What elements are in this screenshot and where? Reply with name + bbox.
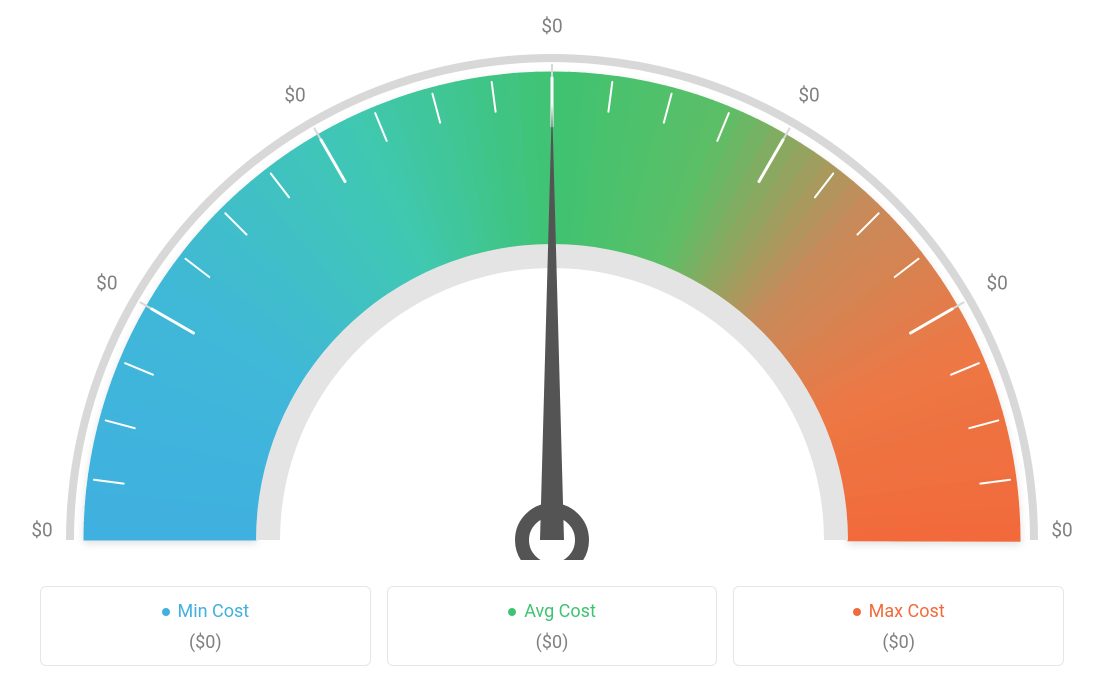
legend-value-avg: ($0): [398, 632, 707, 653]
legend-card-min: Min Cost ($0): [40, 586, 371, 667]
gauge-tick-label: $0: [798, 83, 819, 106]
gauge-chart: $0 $0 $0 $0 $0 $0 $0: [0, 0, 1104, 560]
legend-card-avg: Avg Cost ($0): [387, 586, 718, 667]
legend-label: Min Cost: [178, 601, 250, 622]
dot-icon: [508, 608, 516, 616]
gauge-tick-label: $0: [284, 83, 305, 106]
legend-card-max: Max Cost ($0): [733, 586, 1064, 667]
legend-title-avg: Avg Cost: [508, 601, 596, 622]
gauge-tick-label: $0: [31, 519, 52, 542]
legend-value-max: ($0): [744, 632, 1053, 653]
legend-title-min: Min Cost: [162, 601, 250, 622]
legend-title-max: Max Cost: [853, 601, 945, 622]
gauge-tick-label: $0: [96, 272, 117, 295]
legend-row: Min Cost ($0) Avg Cost ($0) Max Cost ($0…: [40, 586, 1064, 667]
dot-icon: [162, 608, 170, 616]
gauge-tick-label: $0: [986, 272, 1007, 295]
legend-value-min: ($0): [51, 632, 360, 653]
gauge-svg: [0, 0, 1104, 560]
legend-label: Max Cost: [869, 601, 945, 622]
legend-label: Avg Cost: [524, 601, 596, 622]
gauge-tick-label: $0: [541, 15, 562, 38]
dot-icon: [853, 608, 861, 616]
gauge-tick-label: $0: [1051, 519, 1072, 542]
